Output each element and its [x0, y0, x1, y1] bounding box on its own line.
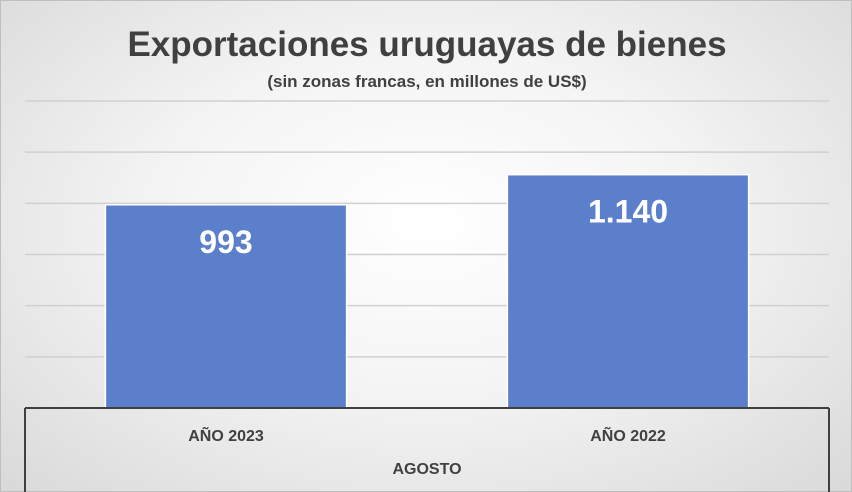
axis-frame [24, 407, 830, 492]
category-label: AÑO 2023 [188, 425, 264, 445]
data-label: 1.140 [588, 194, 668, 230]
group-label: AGOSTO [392, 461, 461, 478]
category-label: AÑO 2022 [590, 425, 666, 445]
chart-title: Exportaciones uruguayas de bienes [127, 25, 726, 64]
bars [104, 173, 750, 409]
bar-2 [506, 173, 750, 409]
data-label: 993 [199, 224, 252, 260]
labels: 993 AÑO 2023 1.140 AÑO 2022 [188, 194, 668, 445]
chart-subtitle: (sin zonas francas, en millones de US$) [267, 72, 586, 91]
